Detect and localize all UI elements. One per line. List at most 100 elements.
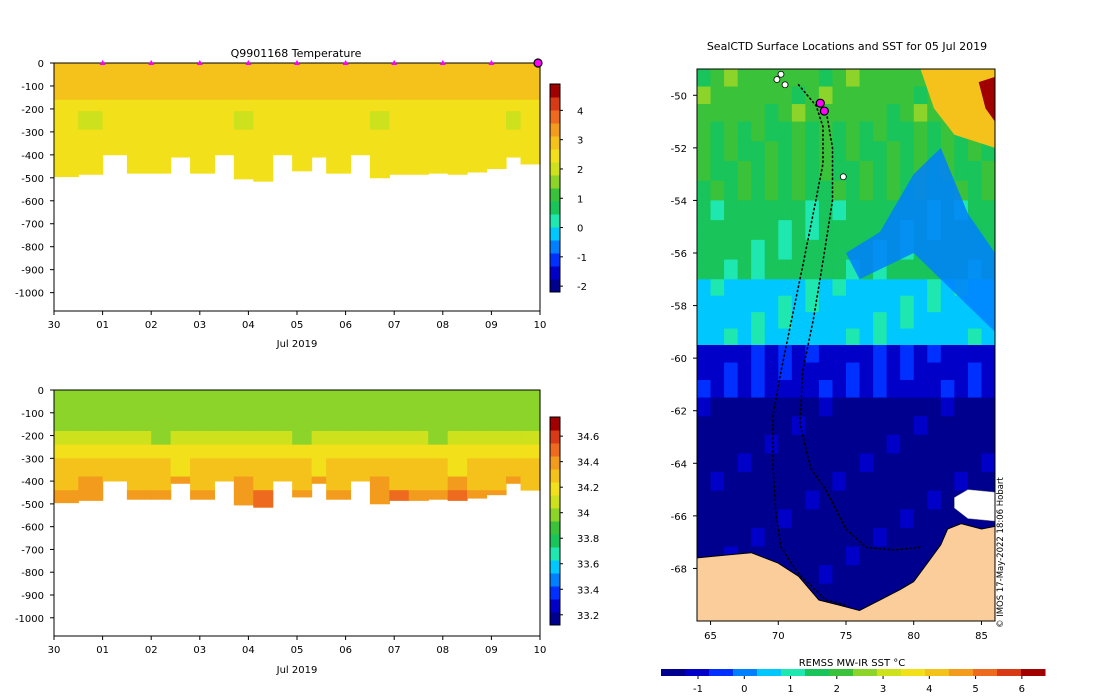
data-cell [486,129,507,170]
data-cell [447,476,468,491]
x-tick-label: 08 [436,320,449,331]
profile-column [505,390,522,484]
sst-cell [737,472,752,492]
y-tick-label: -700 [21,220,44,231]
data-cell [447,490,468,501]
sst-cell [954,328,969,346]
y-tick-label: -600 [21,197,44,208]
data-cell [467,129,488,173]
sst-cell [846,380,861,399]
sst-cell [900,279,915,297]
data-cell [447,444,468,459]
sst-cell [791,453,806,473]
seal-position [819,106,829,116]
data-cell [253,431,274,446]
sst-cell [846,565,861,585]
colorbar-tick-label: 34.2 [577,483,599,494]
profile-column [190,63,215,174]
sst-cell [981,180,995,202]
sst-cell [832,345,847,364]
data-cell [369,390,390,432]
sst-cell [900,380,915,399]
sst-cell [927,295,942,313]
sst-cell [710,86,725,105]
data-cell [253,390,274,432]
sst-cell [710,220,725,241]
colorbar-segment [550,456,560,470]
x-tick-label: 03 [193,645,206,656]
colorbar-segment [550,162,560,176]
sst-cell [886,453,901,473]
data-cell [190,444,215,459]
data-cell [447,458,468,477]
sst-cell [913,328,928,346]
sst-cell [900,527,915,548]
sst-cell [859,416,874,436]
sst-cell [900,86,915,105]
data-cell [54,444,79,459]
data-cell [311,99,327,112]
sst-cell [818,141,834,162]
data-cell [190,99,215,112]
data-cell [311,431,327,446]
data-cell [272,458,293,477]
y-tick-label: -100 [21,409,44,420]
sst-cell [886,380,901,399]
sst-cell [710,362,725,381]
sst-cell [737,345,752,364]
temperature-profile-markers [99,58,543,68]
sst-cell [981,380,995,399]
sst-cell [954,345,969,364]
sst-cell [724,453,739,473]
colorbar-segment [550,110,560,124]
profile-column [447,390,468,501]
data-cell [170,458,191,477]
profile-column [350,63,371,156]
sst-cell [818,546,834,566]
y-tick-label: 0 [38,386,44,397]
sst-cell [913,434,928,455]
y-tick-label: -1000 [15,289,44,300]
data-cell [486,63,507,101]
sst-cell [778,279,793,297]
data-cell [126,390,152,432]
colorbar-tick-label: -1 [693,684,703,695]
sst-cell [778,239,793,261]
data-cell [170,390,191,432]
data-cell [486,490,507,496]
data-cell [408,111,429,130]
data-cell [292,476,313,491]
x-tick-label: 02 [145,645,158,656]
sst-cell [818,279,834,297]
x-tick-label: 02 [145,320,158,331]
sst-colorbar-label: REMSS MW-IR SST °C [799,658,906,669]
data-cell [190,63,215,101]
sst-cell [697,397,712,417]
sst-cell [900,509,915,529]
data-cell [428,444,449,459]
data-cell [369,99,390,112]
data-cell [253,476,274,491]
sst-cell [832,141,847,162]
temperature-x-label: Jul 2019 [276,339,318,350]
profile-column [292,390,313,498]
sst-cell [764,121,779,142]
colorbar-segment [550,84,560,98]
sst-cell [751,434,766,455]
sst-cell [805,69,820,88]
sst-cell [900,434,915,455]
profile-column [350,390,371,482]
colorbar-segment [550,495,560,509]
profile-column [233,63,254,180]
sst-cell [954,453,969,473]
cold-water-region [846,147,995,332]
data-cell [214,111,235,130]
data-cell [369,63,390,101]
sst-cell [954,397,969,417]
sst-cell [967,200,983,221]
sst-cell [751,380,766,399]
sst-cell [724,161,739,182]
colorbar-segment [550,201,560,215]
y-tick-label: -400 [21,477,44,488]
